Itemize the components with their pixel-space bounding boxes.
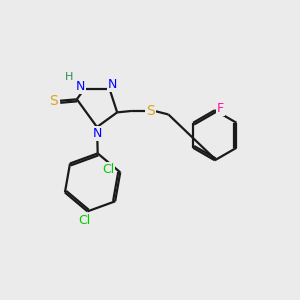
- Text: H: H: [65, 73, 74, 82]
- Text: S: S: [146, 104, 154, 118]
- Text: F: F: [217, 102, 224, 115]
- Text: N: N: [75, 80, 85, 93]
- Text: Cl: Cl: [78, 214, 90, 227]
- Text: Cl: Cl: [102, 163, 114, 176]
- Text: N: N: [108, 78, 117, 91]
- Text: S: S: [49, 94, 58, 108]
- Text: N: N: [92, 127, 102, 140]
